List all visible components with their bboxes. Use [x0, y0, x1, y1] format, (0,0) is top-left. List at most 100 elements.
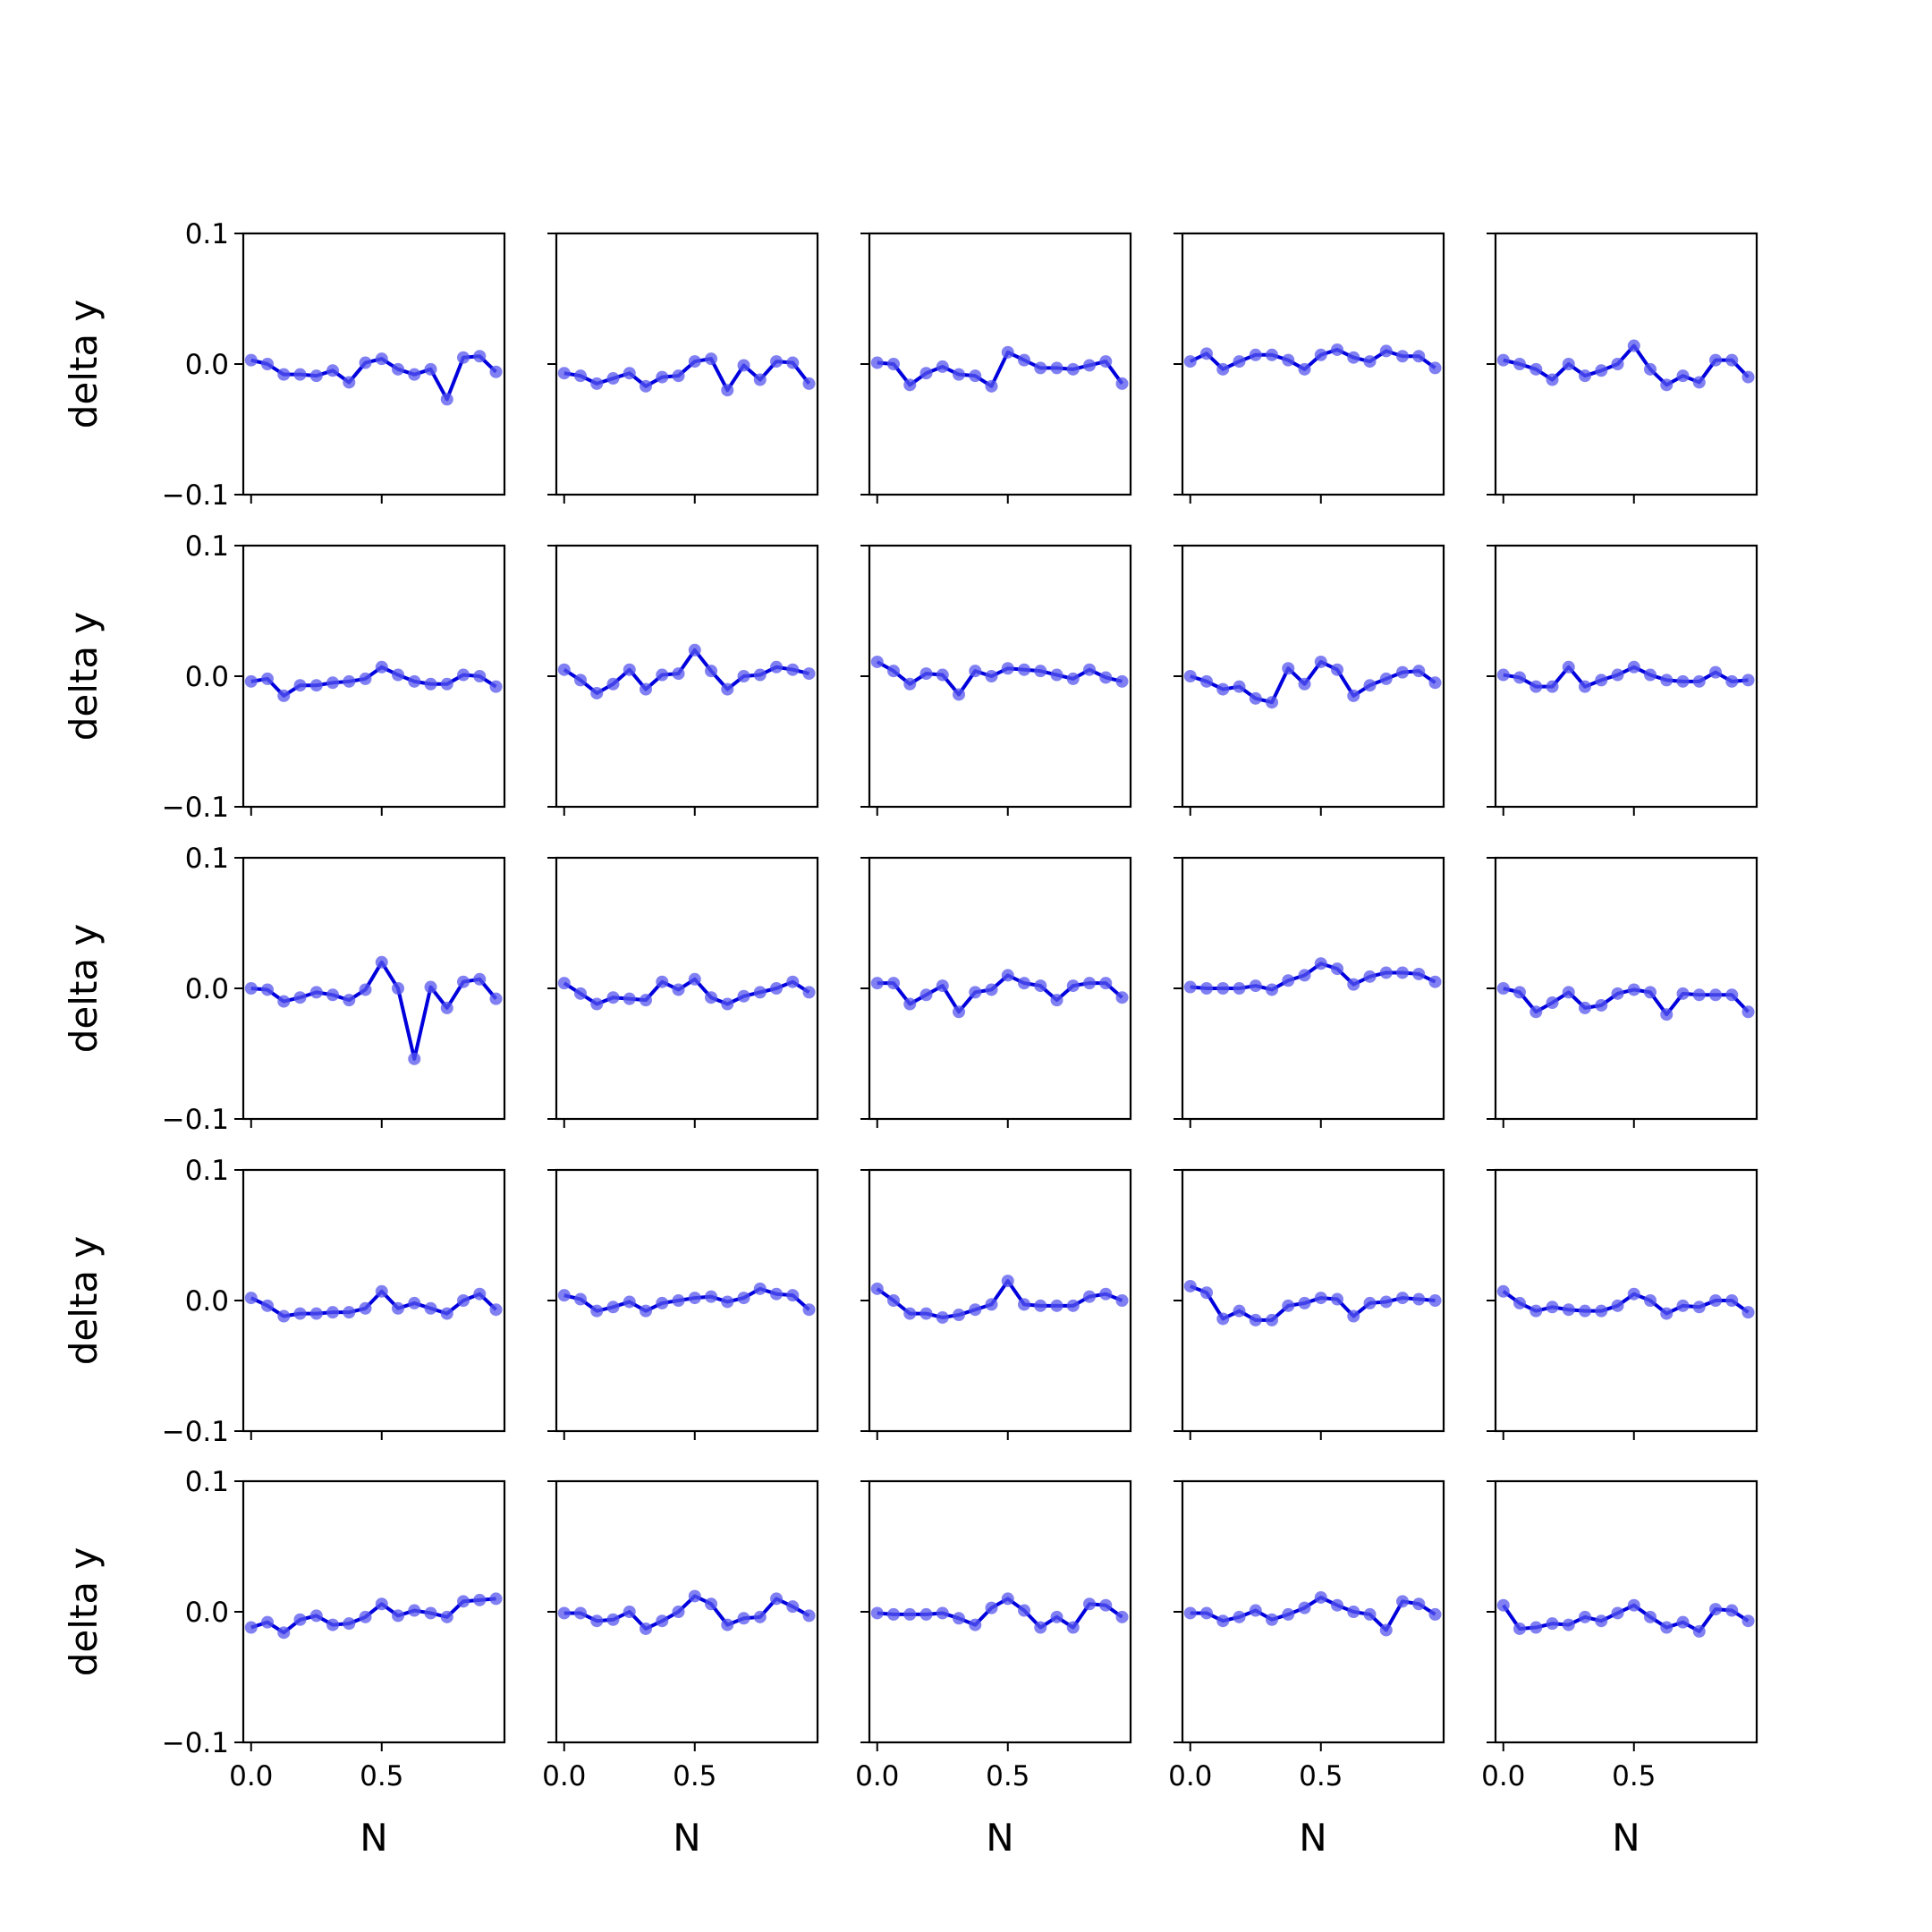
- data-point: [1099, 1287, 1113, 1301]
- axes-frame: [242, 232, 506, 496]
- data-point: [392, 362, 405, 376]
- data-point: [705, 1597, 718, 1611]
- data-point: [1083, 663, 1097, 676]
- data-point: [1216, 1614, 1230, 1628]
- data-point: [261, 1299, 275, 1312]
- subplot-r1-c5: [1487, 232, 1758, 504]
- data-point: [309, 1609, 323, 1623]
- data-point: [457, 668, 470, 682]
- data-point: [1018, 1604, 1031, 1617]
- data-point: [1216, 1312, 1230, 1326]
- data-point: [309, 679, 323, 692]
- data-point: [919, 988, 933, 1002]
- data-point: [688, 1589, 701, 1603]
- data-point: [903, 997, 917, 1011]
- data-point: [1627, 660, 1640, 674]
- data-point: [375, 1597, 388, 1611]
- data-point: [1233, 355, 1246, 369]
- data-point: [1611, 1299, 1624, 1312]
- data-point: [969, 1303, 982, 1317]
- y-tick-label: −0.1: [162, 1727, 229, 1759]
- data-point: [1379, 672, 1393, 685]
- data-point: [1183, 1279, 1197, 1292]
- data-point: [440, 1307, 453, 1320]
- y-tick-label: 0.0: [185, 1285, 229, 1318]
- data-point: [1396, 350, 1410, 363]
- data-point: [343, 1306, 356, 1319]
- subplot-r3-c2: [547, 856, 819, 1128]
- data-point: [969, 986, 982, 999]
- series-line: [877, 1597, 1123, 1630]
- data-point: [1115, 1294, 1129, 1307]
- data-point: [969, 1618, 982, 1631]
- y-tick-label: 0.0: [185, 661, 229, 693]
- data-point: [244, 982, 258, 995]
- axes-frame: [868, 544, 1132, 809]
- data-point: [1233, 1610, 1246, 1623]
- data-point: [1595, 674, 1608, 687]
- data-point: [1034, 1299, 1047, 1312]
- series-line: [876, 660, 1123, 697]
- data-point: [1725, 988, 1739, 1002]
- data-point: [1611, 987, 1624, 1000]
- x-axis-label: N: [1299, 1816, 1326, 1860]
- subplot-r3-c3: [860, 856, 1132, 1128]
- data-point: [1233, 982, 1246, 995]
- data-point: [802, 1303, 816, 1317]
- data-point: [672, 667, 685, 681]
- data-point: [261, 983, 275, 996]
- data-point: [326, 1618, 340, 1631]
- data-point: [721, 384, 734, 397]
- data-point: [1644, 1610, 1657, 1623]
- data-point: [1363, 970, 1377, 983]
- data-point: [1034, 979, 1047, 993]
- x-tick-label: 0.5: [1612, 1760, 1656, 1792]
- subplot-r4-c1: −0.1 0.0 0.1 delta y: [62, 1155, 506, 1448]
- data-point: [1298, 362, 1311, 376]
- data-point: [1496, 668, 1510, 682]
- series-line: [564, 1594, 810, 1631]
- data-point: [953, 368, 966, 381]
- data-point: [1115, 377, 1129, 390]
- data-point: [1331, 1598, 1344, 1612]
- data-point: [919, 667, 933, 681]
- data-point: [408, 1604, 421, 1617]
- data-point: [1066, 979, 1080, 993]
- data-point: [375, 660, 388, 674]
- data-point: [1083, 359, 1097, 372]
- data-point: [1595, 364, 1608, 377]
- subplot-r2-c3: [860, 544, 1132, 816]
- data-point: [786, 663, 800, 676]
- data-point: [606, 991, 620, 1004]
- data-point: [309, 369, 323, 383]
- data-point: [408, 1052, 421, 1065]
- data-point: [1034, 1621, 1047, 1634]
- data-point: [574, 1292, 588, 1306]
- data-point: [1709, 665, 1723, 679]
- data-point: [244, 1621, 258, 1634]
- data-point: [623, 1606, 636, 1618]
- data-point: [1530, 1621, 1543, 1634]
- data-point: [1412, 350, 1426, 363]
- data-point: [721, 682, 734, 696]
- data-point: [903, 677, 917, 691]
- data-point: [1660, 378, 1674, 392]
- subplot-r2-c2: [547, 544, 819, 816]
- data-point: [1066, 1299, 1080, 1312]
- series-line: [1189, 347, 1436, 371]
- data-point: [953, 1612, 966, 1625]
- y-axis-label: delta y: [62, 612, 106, 741]
- data-point: [293, 368, 307, 381]
- data-point: [1331, 663, 1344, 676]
- data-point: [936, 360, 949, 373]
- series-line: [563, 977, 810, 1006]
- data-point: [721, 1618, 734, 1631]
- data-point: [1660, 1008, 1674, 1021]
- data-point: [770, 1287, 784, 1301]
- data-point: [343, 376, 356, 389]
- subplot-r1-c1: −0.1 0.0 0.1 delta y: [62, 218, 506, 512]
- data-point: [1249, 979, 1262, 993]
- x-tick-label: 0.5: [1299, 1760, 1343, 1792]
- y-tick-label: 0.1: [185, 1466, 229, 1498]
- data-point: [786, 356, 800, 369]
